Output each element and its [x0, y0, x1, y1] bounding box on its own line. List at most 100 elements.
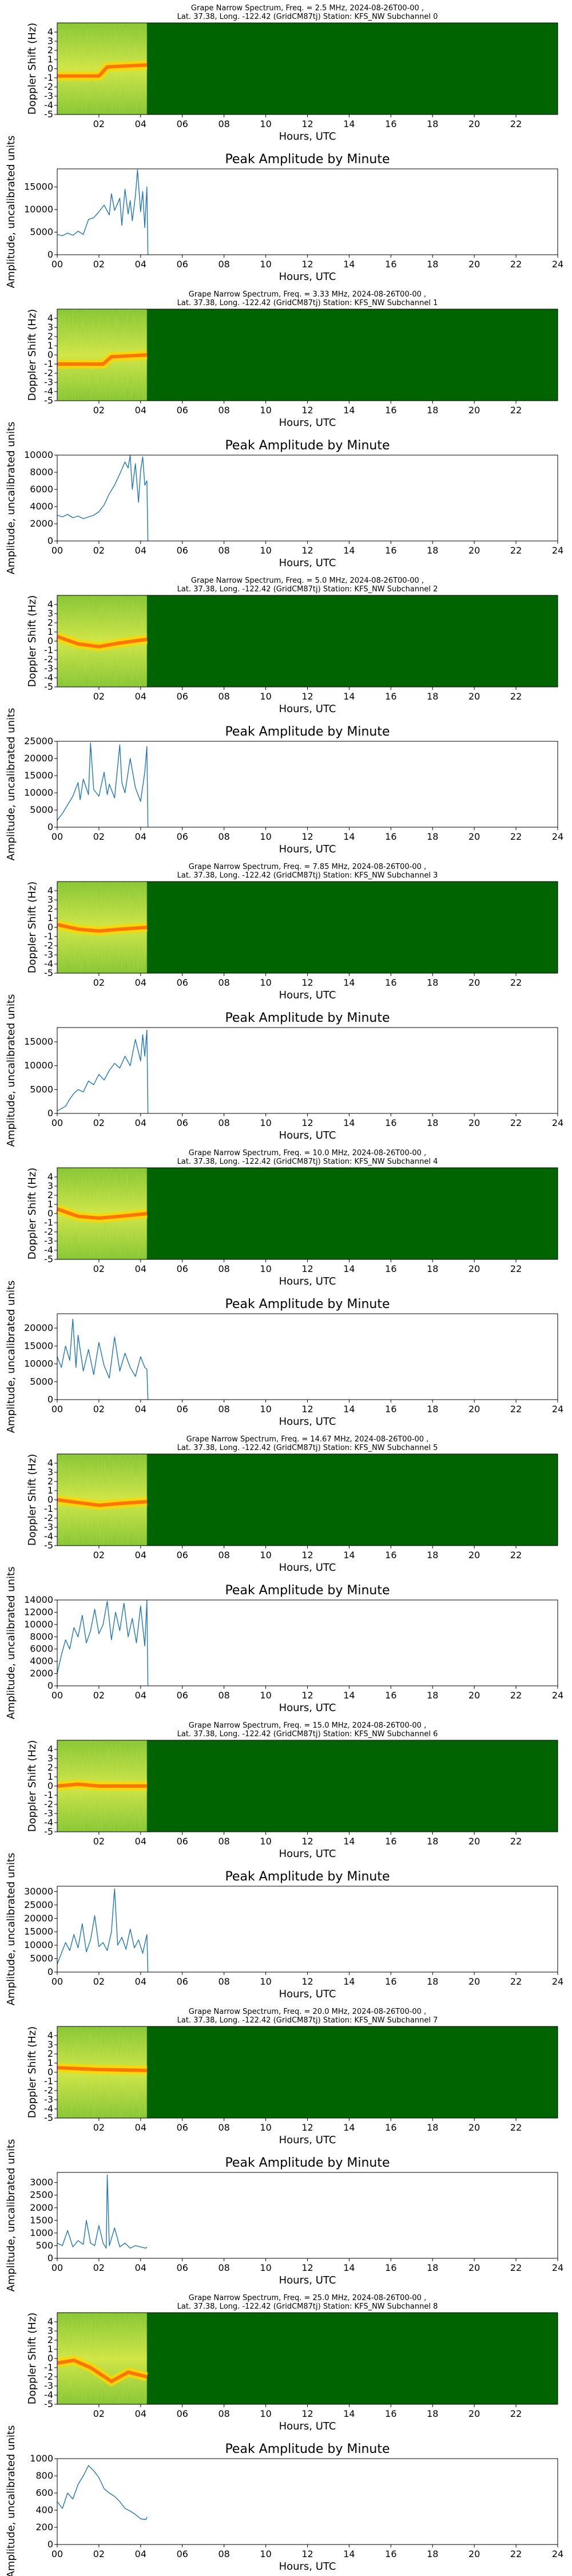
spectrogram-title-line2: Lat. 37.38, Long. -122.42 (GridCM87tj) S…	[177, 2016, 438, 2025]
x-tick-label: 12	[301, 2262, 313, 2273]
y-tick-label: 4	[47, 599, 53, 610]
y-tick-label: 30000	[24, 1886, 53, 1897]
y-tick-label: 0	[47, 1966, 53, 1977]
y-tick-label: 1	[47, 1485, 53, 1496]
x-tick-label: 04	[135, 691, 146, 702]
y-tick-label: 4000	[30, 1656, 53, 1666]
x-tick-label: 06	[177, 545, 188, 556]
y-tick-label: -1	[44, 1503, 53, 1514]
y-axis-label: Doppler Shift (Hz)	[26, 1168, 38, 1260]
x-tick-label: 12	[301, 1263, 313, 1274]
x-tick-label: 24	[552, 2549, 563, 2559]
x-tick-label: 10	[260, 1836, 271, 1847]
x-tick-label: 04	[135, 1976, 146, 1987]
x-tick-label: 06	[177, 1690, 188, 1701]
x-tick-label: 24	[552, 1976, 563, 1987]
x-tick-label: 10	[260, 2408, 271, 2419]
x-tick-label: 08	[218, 1690, 229, 1701]
x-tick-label: 12	[301, 118, 313, 129]
y-axis-label: Amplitude, uncalibrated units	[5, 136, 17, 289]
y-tick-label: 5000	[30, 227, 53, 238]
x-tick-label: 10	[260, 545, 271, 556]
y-axis-label: Doppler Shift (Hz)	[26, 2313, 38, 2405]
x-tick-label: 14	[343, 118, 355, 129]
x-axis-label: Hours, UTC	[279, 703, 336, 715]
y-tick-label: 15000	[24, 1036, 53, 1047]
y-tick-label: 2000	[30, 518, 53, 529]
y-tick-label: 200	[35, 2522, 53, 2532]
doppler-trace	[57, 923, 148, 933]
y-tick-label: 0	[47, 2539, 53, 2550]
y-tick-label: 0	[47, 2067, 53, 2077]
x-tick-label: 02	[93, 259, 105, 270]
x-axis-label: Hours, UTC	[279, 2134, 336, 2146]
y-tick-label: 3	[47, 322, 53, 333]
x-axis-label: Hours, UTC	[279, 1129, 336, 1141]
x-tick-label: 22	[510, 2549, 522, 2559]
y-tick-label: 500	[35, 2240, 53, 2251]
y-tick-label: -1	[44, 1789, 53, 1800]
x-tick-label: 18	[427, 831, 438, 842]
x-tick-label: 12	[301, 545, 313, 556]
x-tick-label: 00	[51, 259, 63, 270]
y-tick-label: 2	[47, 617, 53, 628]
y-tick-label: -3	[44, 377, 53, 388]
y-tick-label: -4	[44, 672, 53, 683]
x-tick-label: 22	[510, 118, 522, 129]
y-tick-label: -5	[44, 2399, 53, 2409]
x-tick-label: 18	[427, 2549, 438, 2559]
x-tick-label: 10	[260, 1690, 271, 1701]
x-axis-label: Hours, UTC	[279, 1275, 336, 1287]
y-axis-label: Amplitude, uncalibrated units	[5, 708, 17, 861]
y-tick-label: 3	[47, 35, 53, 46]
x-tick-label: 04	[135, 2262, 146, 2273]
x-tick-label: 20	[468, 1263, 480, 1274]
amplitude-title: Peak Amplitude by Minute	[225, 1583, 390, 1598]
y-tick-label: 10000	[24, 449, 53, 460]
y-tick-label: -1	[44, 2076, 53, 2087]
x-tick-label: 00	[51, 545, 63, 556]
spectrogram-title-line1: Grape Narrow Spectrum, Freq. = 2.5 MHz, …	[191, 4, 424, 13]
x-tick-label: 12	[301, 1404, 313, 1415]
x-tick-label: 08	[218, 2549, 229, 2559]
y-tick-label: -5	[44, 1826, 53, 1837]
x-tick-label: 04	[135, 1690, 146, 1701]
x-tick-label: 10	[260, 691, 271, 702]
x-tick-label: 08	[218, 545, 229, 556]
y-tick-label: 0	[47, 2253, 53, 2263]
x-tick-label: 08	[218, 118, 229, 129]
y-tick-label: 1	[47, 340, 53, 351]
x-tick-label: 22	[510, 1976, 522, 1987]
x-tick-label: 10	[260, 1263, 271, 1274]
x-tick-label: 18	[427, 2122, 438, 2133]
plot-background	[57, 169, 558, 255]
x-tick-label: 02	[93, 545, 105, 556]
y-tick-label: 4000	[30, 501, 53, 512]
y-tick-label: 2	[47, 1476, 53, 1487]
x-tick-label: 14	[343, 1404, 355, 1415]
doppler-trace	[57, 1782, 147, 1788]
x-tick-label: 02	[93, 118, 105, 129]
x-tick-label: 16	[385, 2408, 396, 2419]
y-tick-label: 1000	[30, 2227, 53, 2238]
x-tick-label: 20	[468, 545, 480, 556]
x-tick-label: 16	[385, 1690, 396, 1701]
x-tick-label: 14	[343, 1117, 355, 1128]
x-tick-label: 16	[385, 259, 396, 270]
y-tick-label: -3	[44, 2094, 53, 2105]
y-tick-label: 15000	[24, 770, 53, 781]
x-tick-label: 18	[427, 1690, 438, 1701]
x-tick-label: 20	[468, 2262, 480, 2273]
y-tick-label: 0	[47, 1494, 53, 1505]
amplitude-panel-6: Peak Amplitude by Minute 0 5000 10000 15000 2…	[5, 1853, 563, 2006]
spectrogram-title-line1: Grape Narrow Spectrum, Freq. = 5.0 MHz, …	[191, 576, 424, 585]
y-tick-label: 0	[47, 535, 53, 546]
x-tick-label: 04	[135, 2549, 146, 2559]
y-tick-label: -2	[44, 2371, 53, 2382]
x-tick-label: 08	[218, 691, 229, 702]
x-tick-label: 10	[260, 259, 271, 270]
plot-background	[57, 455, 558, 541]
x-tick-label: 02	[93, 1117, 105, 1128]
y-tick-label: -1	[44, 72, 53, 83]
